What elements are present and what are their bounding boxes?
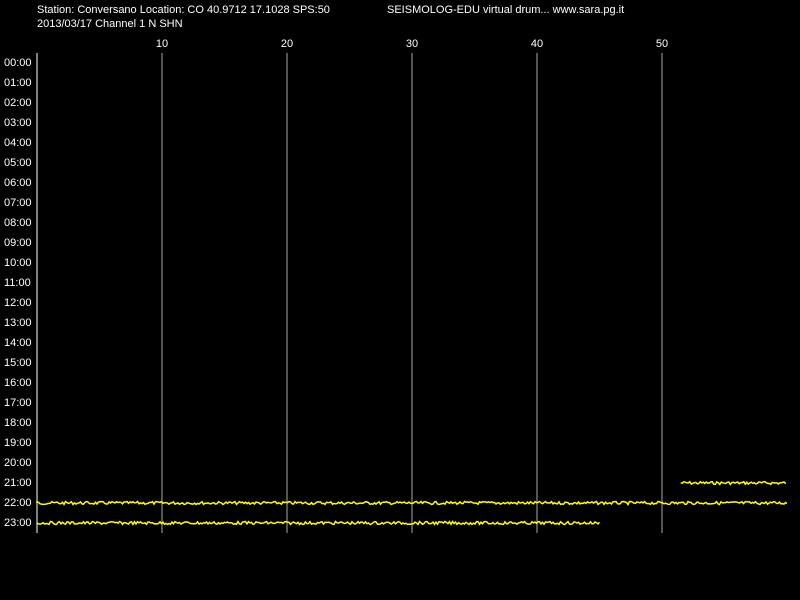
row-label: 12:00 <box>4 297 32 309</box>
row-label: 23:00 <box>4 517 32 529</box>
row-label: 13:00 <box>4 317 32 329</box>
row-label: 19:00 <box>4 437 32 449</box>
x-tick-label: 40 <box>531 38 543 50</box>
row-label: 03:00 <box>4 117 32 129</box>
row-label: 10:00 <box>4 257 32 269</box>
x-tick-label: 20 <box>281 38 293 50</box>
x-tick-label: 50 <box>656 38 668 50</box>
seismic-trace <box>36 500 788 506</box>
chart-title: Station: Conversano Location: CO 40.9712… <box>37 4 330 16</box>
x-tick-label: 10 <box>156 38 168 50</box>
x-tick-label: 30 <box>406 38 418 50</box>
seismic-trace <box>36 520 601 526</box>
row-label: 09:00 <box>4 237 32 249</box>
row-label: 17:00 <box>4 397 32 409</box>
row-label: 01:00 <box>4 77 32 89</box>
row-label: 16:00 <box>4 377 32 389</box>
row-label: 05:00 <box>4 157 32 169</box>
row-label: 08:00 <box>4 217 32 229</box>
row-label: 07:00 <box>4 197 32 209</box>
row-label: 11:00 <box>4 277 31 289</box>
row-label: 00:00 <box>4 57 32 69</box>
row-label: 20:00 <box>4 457 32 469</box>
header-right: SEISMOLOG-EDU virtual drum... www.sara.p… <box>387 4 624 16</box>
row-label: 21:00 <box>4 477 32 489</box>
seismic-trace <box>680 480 787 486</box>
chart-subtitle: 2013/03/17 Channel 1 N SHN <box>37 18 183 30</box>
row-label: 04:00 <box>4 137 32 149</box>
row-label: 14:00 <box>4 337 32 349</box>
row-label: 15:00 <box>4 357 32 369</box>
row-label: 22:00 <box>4 497 32 509</box>
row-label: 06:00 <box>4 177 32 189</box>
row-label: 02:00 <box>4 97 32 109</box>
row-label: 18:00 <box>4 417 32 429</box>
